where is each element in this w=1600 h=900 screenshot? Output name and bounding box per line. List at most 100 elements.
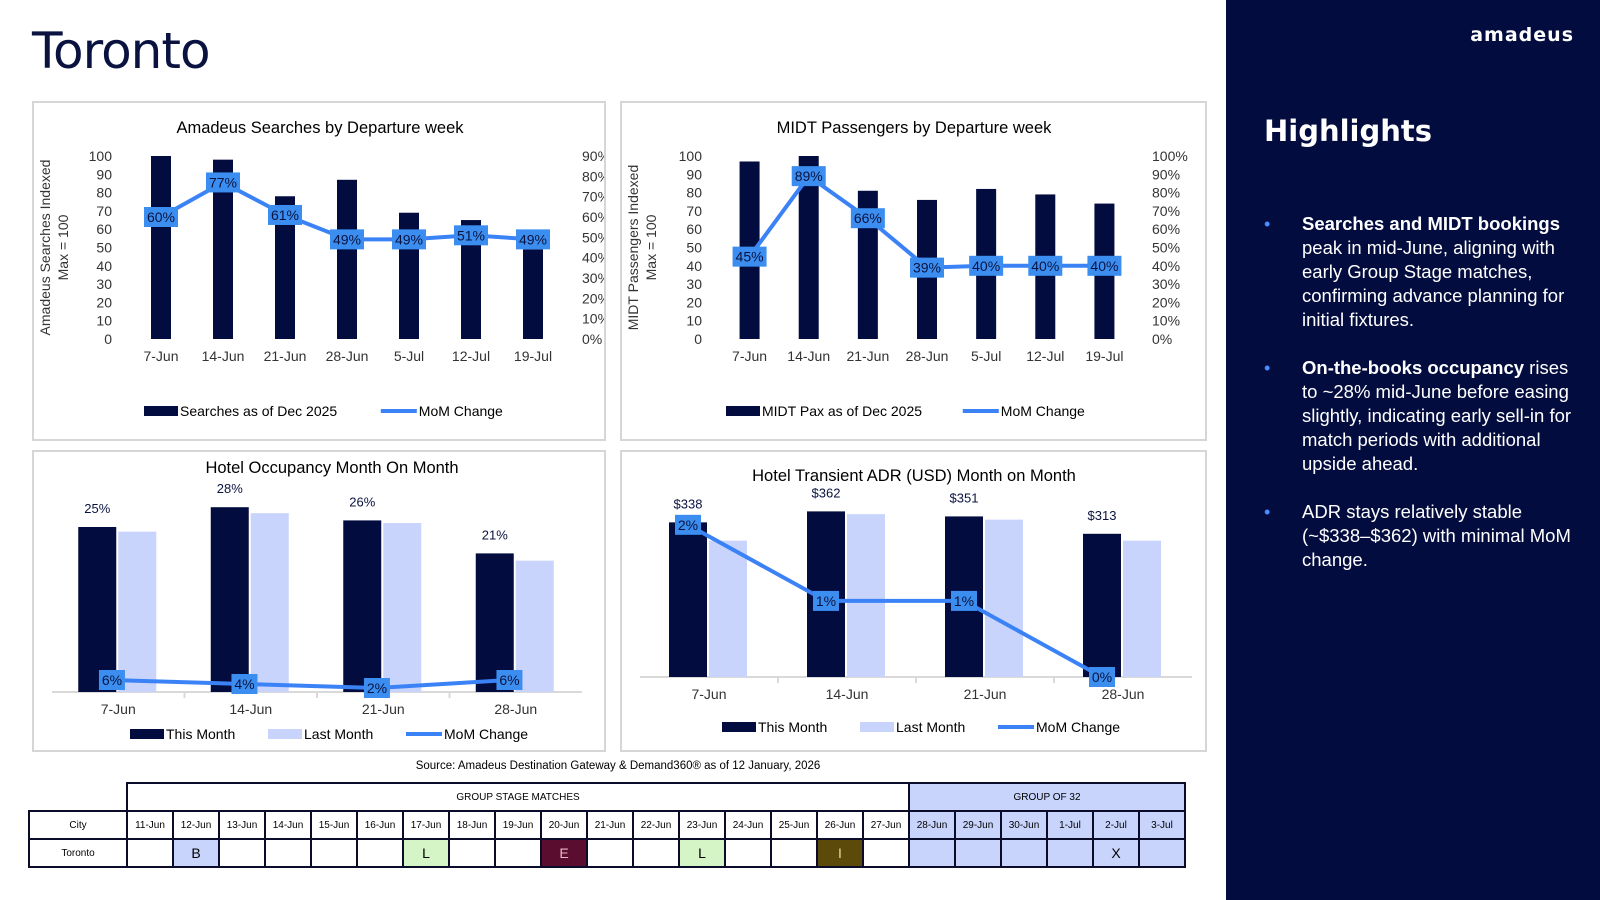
bar-last-month: [118, 531, 157, 692]
bar-data-label: $313: [1088, 508, 1117, 523]
legend-label: Searches as of Dec 2025: [180, 403, 337, 419]
highlight-bold: Searches and MIDT bookings: [1302, 213, 1561, 234]
x-tick-label: 14-Jun: [787, 348, 830, 364]
highlight-item: • ADR stays relatively stable (~$338–$362…: [1264, 500, 1580, 572]
bar-this-month: [1083, 533, 1121, 677]
x-tick-label: 12-Jul: [452, 348, 490, 364]
y2-tick-label: 100%: [1152, 148, 1188, 164]
schedule-date-cell: 16-Jun: [356, 810, 404, 840]
mom-data-label-box: [392, 229, 426, 250]
y2-tick-label: 80%: [1152, 185, 1180, 201]
y-tick-label: 60: [96, 221, 112, 237]
y-tick-label: 50: [96, 240, 112, 256]
x-tick-label: 21-Jun: [964, 686, 1007, 702]
mom-data-label: 6%: [102, 672, 122, 688]
schedule-date-cell: 29-Jun: [954, 810, 1002, 840]
y2-tick-label: 0%: [1152, 331, 1172, 347]
schedule-match-cell: [310, 838, 358, 868]
bullet-icon: •: [1264, 358, 1271, 378]
midt-chart: MIDT Passengers by Departure week1009080…: [625, 119, 1188, 419]
schedule-date-cell: 11-Jun: [126, 810, 174, 840]
schedule-date-cell: 17-Jun: [402, 810, 450, 840]
mom-data-label-box: [206, 172, 240, 193]
x-tick-label: 14-Jun: [826, 686, 869, 702]
chart-title: Amadeus Searches by Departure week: [176, 119, 464, 137]
x-tick-label: 28-Jun: [326, 348, 369, 364]
x-tick-label: 14-Jun: [229, 701, 272, 717]
y-tick-label: 100: [679, 148, 703, 164]
bar-last-month: [383, 523, 422, 692]
mom-data-label-box: [1089, 667, 1115, 687]
schedule-match-cell: [724, 838, 772, 868]
highlights-title: Highlights: [1264, 114, 1433, 148]
y-tick-label: 30: [686, 276, 702, 292]
y-axis-subtitle: Max = 100: [55, 214, 71, 280]
schedule-match-cell: [218, 838, 266, 868]
legend-label: MoM Change: [444, 726, 528, 742]
y-tick-label: 20: [686, 294, 702, 310]
schedule-date-cell: 19-Jun: [494, 810, 542, 840]
schedule-match-cell: [126, 838, 174, 868]
y-tick-label: 0: [104, 331, 112, 347]
y-tick-label: 10: [96, 313, 112, 329]
x-tick-label: 28-Jun: [494, 701, 537, 717]
mom-data-label-box: [516, 229, 550, 250]
mom-data-label-box: [910, 257, 944, 278]
schedule-match-cell: [356, 838, 404, 868]
bar: [798, 156, 819, 339]
searches-chart-panel: Amadeus Searches by Departure week 100 90 8…: [32, 101, 606, 441]
x-tick-label: 12-Jul: [1026, 348, 1064, 364]
schedule-date-cell: 2-Jul: [1092, 810, 1140, 840]
bar-last-month: [250, 513, 289, 692]
mom-data-label-box: [675, 514, 701, 535]
occupancy-chart-panel: Hotel Occupancy Month On Month 25% 7-Jun 28…: [32, 450, 606, 752]
y2-tick-label: 50%: [582, 229, 604, 245]
mom-data-label: 49%: [519, 231, 547, 247]
y2-tick-label: 90%: [1152, 166, 1180, 182]
y2-tick-label: 0%: [582, 331, 602, 347]
mom-data-label-box: [791, 166, 826, 187]
schedule-match-cell: [586, 838, 634, 868]
bar-data-label: $362: [812, 485, 841, 500]
bar: [337, 179, 357, 339]
mom-data-label-box: [330, 229, 364, 250]
mom-data-label: 40%: [1090, 258, 1118, 274]
bullet-icon: •: [1264, 502, 1271, 522]
mom-data-label-box: [268, 204, 302, 225]
y-tick-label: 40: [686, 258, 702, 274]
schedule-match-cell: [1046, 838, 1094, 868]
bar: [213, 159, 233, 339]
schedule-date-cell: 24-Jun: [724, 810, 772, 840]
x-tick-label: 7-Jun: [732, 348, 767, 364]
schedule-date-cell: 13-Jun: [218, 810, 266, 840]
legend-bar-swatch: [144, 406, 178, 416]
round-of-32-header: GROUP OF 32: [908, 782, 1186, 812]
city-header: City: [28, 810, 128, 840]
schedule-date-cell: 27-Jun: [862, 810, 910, 840]
y-tick-label: 50: [686, 240, 702, 256]
legend-bar-swatch: [860, 722, 894, 732]
page-title: Toronto: [32, 22, 211, 80]
y2-tick-label: 10%: [582, 311, 604, 327]
y2-tick-label: 50%: [1152, 240, 1180, 256]
schedule-date-cell: 20-Jun: [540, 810, 588, 840]
match-schedule-table: GROUP STAGE MATCHES GROUP OF 32 City 11-…: [28, 782, 1186, 868]
schedule-corner: [29, 783, 127, 811]
bar-this-month: [210, 507, 249, 692]
y2-tick-label: 70%: [1152, 203, 1180, 219]
schedule-date-cell: 12-Jun: [172, 810, 220, 840]
bar-data-label: 21%: [482, 527, 508, 542]
mom-data-label-box: [732, 246, 767, 267]
schedule-match-cell: X: [1092, 838, 1140, 868]
schedule-date-cell: 14-Jun: [264, 810, 312, 840]
schedule-date-cell: 23-Jun: [678, 810, 726, 840]
y-axis-subtitle: Max = 100: [643, 214, 659, 280]
mom-data-label: 61%: [271, 207, 299, 223]
legend-label: MIDT Pax as of Dec 2025: [762, 403, 922, 419]
mom-data-label: 2%: [367, 680, 387, 696]
x-tick-label: 14-Jun: [202, 348, 245, 364]
legend-label: This Month: [166, 726, 235, 742]
bar-last-month: [847, 514, 885, 677]
highlight-text: ADR stays relatively stable (~$338–$362)…: [1302, 501, 1571, 570]
schedule-match-cell: [448, 838, 496, 868]
